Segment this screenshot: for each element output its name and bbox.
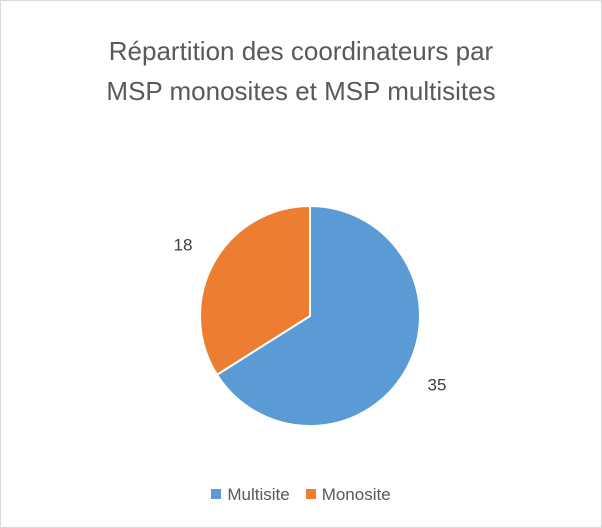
data-label: 18 (174, 235, 193, 254)
legend-entry: Multisite (211, 485, 290, 505)
legend-swatch (305, 488, 316, 499)
legend-entry: Monosite (305, 485, 391, 505)
chart-title: Répartition des coordinateurs par MSP mo… (106, 36, 496, 106)
legend-label: Monosite (321, 485, 391, 504)
legend: Multisite Monosite (1, 485, 601, 505)
data-label: 35 (428, 375, 447, 394)
pie-slice (199, 204, 311, 377)
legend-label: Multisite (227, 485, 290, 504)
pie-slice (215, 204, 421, 427)
legend-swatch (211, 488, 222, 499)
